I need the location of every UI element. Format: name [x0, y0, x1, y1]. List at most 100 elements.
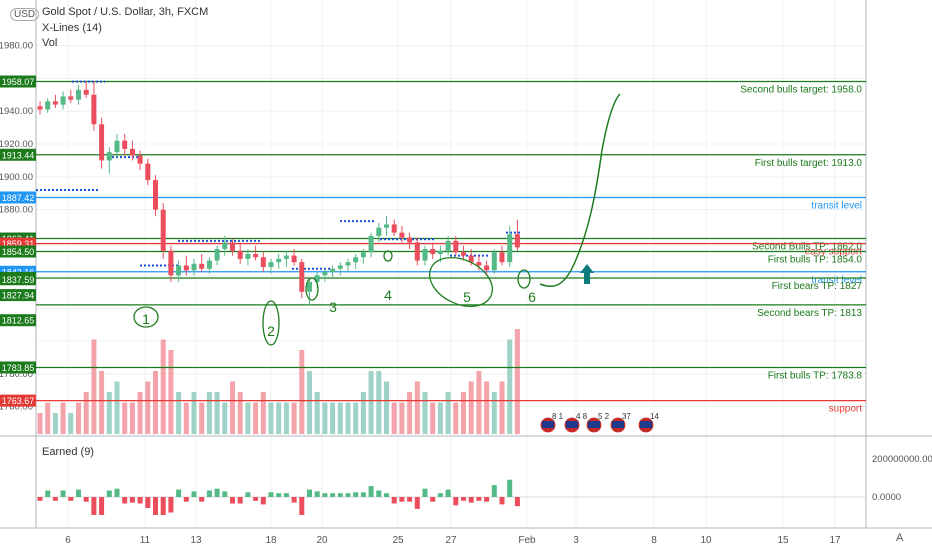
volume-bar: [83, 392, 89, 434]
osc-bar: [60, 490, 66, 497]
osc-bar: [353, 492, 359, 497]
osc-bar: [461, 497, 466, 501]
wave-circle: [429, 257, 493, 307]
osc-bar: [260, 497, 266, 505]
candle-body: [276, 258, 282, 263]
candle-body: [37, 106, 43, 110]
volume-bar: [368, 371, 374, 434]
corner-label[interactable]: A: [896, 532, 904, 544]
volume-bar: [337, 402, 343, 434]
price-badge: [0, 191, 36, 204]
volume-bar: [206, 392, 212, 434]
price-badge: [0, 394, 36, 407]
volume-bar: [322, 402, 328, 434]
indicator-vol[interactable]: Vol: [42, 37, 58, 49]
osc-bar: [52, 497, 58, 501]
osc-bar: [168, 497, 174, 513]
currency-badge[interactable]: USD: [10, 8, 40, 21]
osc-bar: [83, 497, 89, 502]
wave-circle: [133, 306, 159, 328]
candle-body: [68, 96, 74, 100]
x-tick-label: 13: [190, 535, 202, 546]
candle-body: [83, 89, 89, 95]
level-label: transit level: [811, 200, 862, 211]
volume-bar: [430, 402, 436, 434]
candle-body: [514, 234, 520, 248]
osc-bar: [276, 493, 282, 497]
candle-body: [222, 242, 228, 250]
candle-body: [145, 163, 151, 181]
event-flag-icon: [542, 421, 554, 428]
osc-bar: [430, 497, 436, 502]
candle-body: [199, 263, 205, 269]
candle-body: [268, 262, 274, 268]
osc-bar: [99, 497, 105, 515]
x-tick-label: 27: [445, 535, 457, 546]
volume-bar: [360, 392, 366, 434]
volume-bar: [260, 392, 266, 434]
price-badge-label: 1837.59: [2, 275, 35, 285]
osc-bar: [68, 497, 74, 501]
candle-body: [360, 252, 366, 258]
candle-body: [437, 250, 443, 254]
wave-circle: [305, 277, 319, 301]
price-badge: [0, 245, 36, 258]
y-tick-label: 1980.00: [0, 41, 33, 52]
osc-bar: [191, 491, 197, 497]
osc-bar: [45, 490, 51, 497]
candle-body: [345, 262, 351, 266]
level-label: Second bulls target: 1958.0: [740, 85, 862, 96]
volume-bar: [268, 402, 274, 434]
osc-bar: [291, 497, 297, 503]
volume-bar: [437, 402, 443, 434]
volume-bar: [60, 402, 66, 434]
candle-body: [137, 155, 143, 164]
osc-bar: [122, 497, 128, 504]
price-badge: [0, 314, 36, 327]
volume-bar: [407, 392, 413, 434]
lower-pane-title: Earned (9): [42, 446, 94, 458]
x-tick-label: 25: [392, 535, 404, 546]
candle-body: [484, 265, 490, 271]
candle-body: [407, 237, 413, 243]
level-label: Second bears TP: 1813: [757, 308, 862, 319]
event-flag-icon: [566, 421, 578, 428]
volume-bar: [114, 381, 120, 434]
wave-label: 3: [329, 299, 337, 315]
candle-body: [368, 235, 374, 253]
volume-bar: [45, 402, 51, 434]
volume-bar: [245, 402, 251, 434]
volume-bar: [214, 392, 220, 434]
wave-label: 2: [267, 323, 275, 339]
osc-bar: [484, 497, 490, 502]
price-badge: [0, 361, 36, 374]
volume-bar: [137, 392, 143, 434]
x-tick-label: 8: [651, 535, 657, 546]
candle-body: [76, 89, 81, 100]
candle-body: [384, 224, 389, 228]
osc-bar: [245, 492, 251, 497]
osc-bar: [407, 497, 413, 502]
volume-bar: [199, 402, 205, 434]
volume-bar: [37, 413, 43, 434]
osc-bar: [360, 492, 366, 497]
volume-bar: [345, 402, 351, 434]
volume-bar: [445, 392, 451, 434]
osc-bar: [384, 493, 389, 497]
indicator-xlines[interactable]: X-Lines (14): [42, 22, 102, 34]
volume-bar: [153, 371, 158, 434]
volume-bar: [283, 402, 289, 434]
osc-bar: [253, 497, 259, 501]
volume-bar: [276, 402, 282, 434]
volume-bar: [160, 339, 166, 434]
volume-bar: [476, 371, 482, 434]
candle-body: [499, 252, 505, 263]
candle-body: [114, 140, 120, 153]
osc-bar: [337, 493, 343, 497]
volume-bar: [291, 402, 297, 434]
volume-bar: [145, 381, 151, 434]
osc-bar: [399, 497, 405, 502]
osc-tick-label: 200000000.0000: [872, 454, 932, 465]
